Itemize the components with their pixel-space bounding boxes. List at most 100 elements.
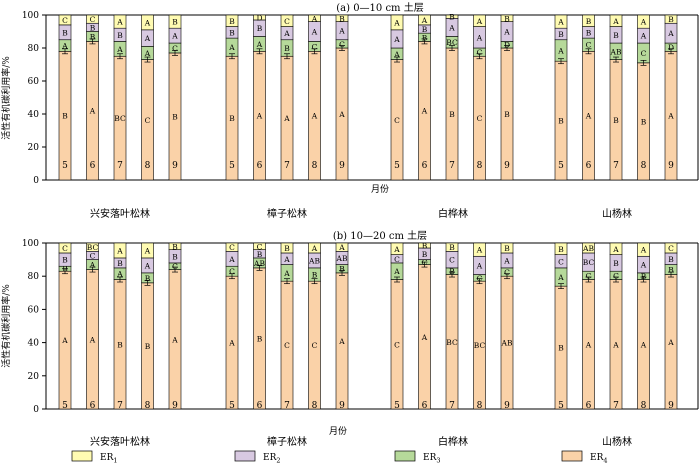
significance-letter: A	[557, 18, 564, 27]
bar-segment-er1	[280, 242, 294, 254]
significance-letter: B	[422, 25, 428, 34]
significance-letter: B	[117, 340, 123, 349]
legend-item-er1: ER1	[71, 450, 118, 465]
significance-letter: A	[144, 18, 151, 27]
y-tick-label: 80	[28, 272, 40, 282]
significance-letter: A	[585, 112, 592, 121]
x-tick-label: 9	[668, 401, 674, 411]
significance-letter: B	[117, 31, 123, 40]
bar-segment-er1	[335, 242, 349, 252]
significance-letter: B	[172, 252, 178, 261]
y-tick-label: 60	[28, 305, 40, 315]
significance-letter: AB	[308, 256, 320, 265]
significance-letter: A	[612, 245, 619, 254]
bar-segment-er1	[113, 242, 127, 259]
significance-letter: B	[422, 250, 428, 259]
x-tick-label: 6	[90, 401, 96, 411]
significance-letter: B	[668, 255, 674, 264]
significance-letter: B	[312, 271, 318, 280]
x-tick-label: 6	[257, 401, 263, 411]
significance-letter: B	[62, 28, 68, 37]
significance-letter: AB	[610, 47, 622, 56]
bar-segment-er1	[637, 14, 650, 29]
significance-letter: A	[144, 49, 151, 58]
significance-letter: A	[393, 245, 400, 254]
significance-letter: A	[89, 261, 96, 270]
group-label: 山杨林	[602, 207, 632, 220]
x-tick-label: 5	[229, 401, 235, 411]
bar-segment-er1	[445, 14, 459, 19]
significance-letter: B	[145, 274, 151, 283]
significance-letter: B	[257, 250, 263, 259]
significance-letter: A	[393, 18, 400, 27]
significance-letter: C	[339, 40, 345, 49]
bar-segment-er1	[308, 242, 321, 254]
significance-letter: A	[476, 17, 483, 26]
bar-segment-er1	[664, 14, 678, 24]
x-tick-label: 8	[145, 161, 151, 171]
significance-letter: B	[422, 33, 428, 42]
significance-letter: A	[640, 261, 647, 270]
bar-segment-er1	[58, 14, 72, 26]
significance-letter: A	[557, 46, 564, 55]
x-tick-label: 8	[641, 401, 647, 411]
significance-letter: B	[339, 265, 345, 274]
significance-letter: A	[640, 32, 647, 41]
significance-letter: C	[312, 341, 318, 350]
bar-segment-er1	[168, 242, 182, 250]
significance-letter: AB	[501, 339, 513, 348]
significance-letter: A	[476, 246, 483, 255]
significance-letter: A	[116, 246, 123, 255]
y-tick-label: 20	[28, 143, 40, 153]
legend-item-er3: ER3	[394, 450, 441, 465]
panel-b-group-labels: 兴安落叶松林 樟子松林 白桦林 山杨林	[90, 435, 632, 448]
significance-letter: D	[256, 13, 262, 22]
significance-letter: C	[477, 114, 483, 123]
x-tick-label: 7	[284, 161, 290, 171]
x-tick-label: 7	[284, 401, 290, 411]
legend-item-er4: ER4	[561, 450, 608, 465]
significance-letter: A	[667, 112, 674, 121]
significance-letter: A	[421, 16, 428, 25]
y-tick-label: 0	[33, 405, 39, 415]
significance-letter: A	[89, 107, 96, 116]
significance-letter: C	[90, 251, 96, 260]
significance-letter: BC	[114, 114, 126, 123]
y-tick-label: 80	[28, 44, 40, 54]
significance-letter: B	[90, 23, 96, 32]
bar-segment-er1	[390, 242, 404, 255]
significance-letter: A	[311, 28, 318, 37]
significance-letter: B	[449, 243, 455, 252]
significance-letter: B	[284, 244, 290, 253]
x-tick-label: 9	[172, 161, 178, 171]
bar-segment-er1	[253, 14, 266, 21]
significance-letter: B	[586, 28, 592, 37]
significance-letter: C	[477, 48, 483, 57]
panel-b-y-ticks: 0 20 40 60 80 100	[22, 239, 46, 415]
legend-label: ER3	[423, 453, 441, 465]
significance-letter: A	[640, 340, 647, 349]
bar-segment-er1	[308, 14, 321, 22]
significance-letter: A	[476, 261, 483, 270]
legend-swatch	[394, 450, 416, 462]
x-tick-label: 8	[641, 161, 647, 171]
significance-letter: C	[613, 271, 619, 280]
bar-segment-er1	[473, 242, 486, 257]
y-tick-label: 20	[28, 372, 40, 382]
significance-letter: B	[339, 14, 345, 23]
stacked-bar: BC ABA	[113, 14, 127, 181]
x-tick-label: 7	[449, 401, 455, 411]
x-tick-label: 6	[422, 161, 428, 171]
panel-b-x-labels: 5 6 7 8 9 5 6 7 8 9 5 6 7 8 9 5 6 7 8 9	[62, 401, 674, 411]
